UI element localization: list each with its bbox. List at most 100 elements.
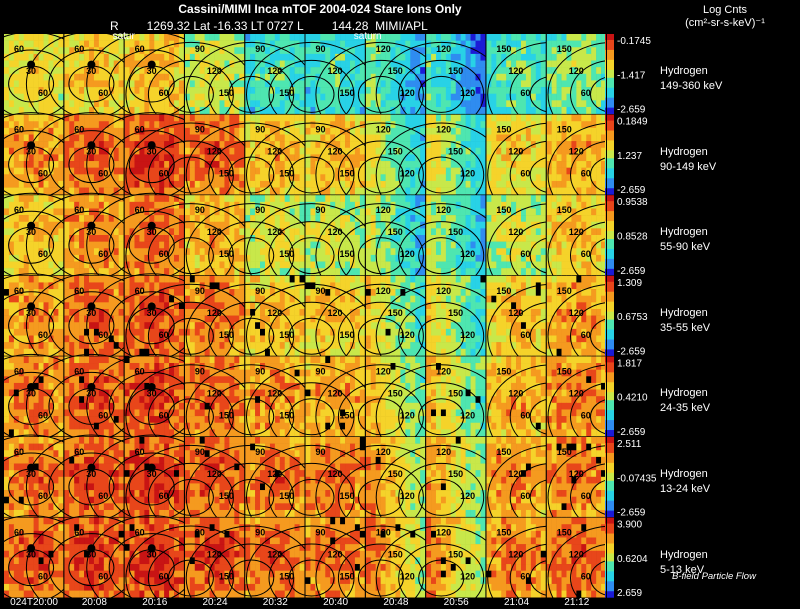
- heatmap-cell: [335, 147, 341, 155]
- heatmap-cell: [365, 195, 372, 203]
- heatmap-cell: [139, 235, 145, 242]
- heatmap-cell: [530, 187, 537, 195]
- heatmap-cell: [48, 174, 54, 182]
- heatmap-cell: [535, 208, 542, 216]
- heatmap-cell: [229, 87, 235, 94]
- heatmap-cell: [370, 228, 376, 236]
- heatmap-cell: [64, 161, 70, 168]
- heatmap-cell: [340, 121, 346, 129]
- heatmap-cell: [586, 134, 592, 142]
- heatmap-cell: [79, 67, 85, 75]
- heatmap-cell: [144, 47, 150, 55]
- contour-label: 90: [255, 44, 265, 54]
- heatmap-cell: [98, 60, 105, 68]
- heatmap-cell: [43, 268, 49, 276]
- heatmap-cell: [340, 60, 346, 68]
- heatmap-cell: [380, 134, 386, 142]
- heatmap-cell: [496, 60, 502, 68]
- heatmap-cell: [250, 241, 256, 249]
- heatmap-cell: [410, 187, 416, 195]
- heatmap-cell: [410, 221, 416, 229]
- heatmap-cell: [224, 261, 230, 269]
- heatmap-cell: [586, 34, 592, 41]
- heatmap-cell: [4, 254, 10, 262]
- heatmap-cell: [239, 161, 245, 168]
- heatmap-cell: [506, 167, 512, 175]
- heatmap-cell: [74, 315, 80, 323]
- heatmap-cell: [496, 134, 502, 142]
- heatmap-cell: [33, 60, 39, 68]
- heatmap-cell: [551, 154, 557, 162]
- heatmap-cell: [189, 187, 196, 195]
- heatmap-cell: [445, 167, 452, 175]
- heatmap-cell: [139, 87, 145, 94]
- heatmap-cell: [234, 60, 240, 68]
- heatmap-cell: [435, 67, 442, 75]
- heatmap-cell: [18, 167, 25, 175]
- heatmap-cell: [470, 180, 476, 188]
- heatmap-cell: [460, 208, 466, 216]
- heatmap-cell: [260, 174, 266, 182]
- heatmap-cell: [184, 221, 191, 229]
- contour-label: 60: [14, 286, 24, 296]
- heatmap-cell: [501, 34, 507, 41]
- heatmap-cell: [465, 60, 471, 68]
- heatmap-cell: [194, 141, 201, 149]
- heatmap-cell: [53, 221, 59, 229]
- heatmap-cell: [108, 302, 115, 310]
- heatmap-cell: [455, 47, 461, 55]
- heatmap-cell: [8, 154, 15, 162]
- heatmap-cell: [64, 80, 70, 88]
- heatmap-cell: [445, 121, 452, 129]
- heatmap-cell: [199, 87, 205, 94]
- heatmap-cell: [194, 106, 201, 114]
- contour-label: 120: [400, 169, 415, 179]
- heatmap-cell: [98, 114, 105, 122]
- heatmap-cell: [435, 180, 442, 188]
- heatmap-cell: [18, 315, 25, 323]
- heatmap-cell: [169, 147, 175, 155]
- heatmap-cell: [511, 141, 517, 149]
- colorbar-step: [605, 93, 614, 97]
- heatmap-cell: [209, 34, 215, 41]
- heatmap-cell: [566, 134, 572, 142]
- heatmap-cell: [340, 114, 346, 122]
- heatmap-cell: [4, 60, 10, 68]
- heatmap-cell: [219, 100, 225, 108]
- heatmap-cell: [320, 167, 326, 175]
- heatmap-cell: [596, 261, 602, 269]
- heatmap-cell: [113, 80, 119, 88]
- heatmap-cell: [320, 93, 326, 101]
- heatmap-cell: [209, 87, 215, 94]
- heatmap-cell: [480, 80, 486, 88]
- heatmap-cell: [174, 47, 180, 55]
- heatmap-cell: [546, 201, 552, 209]
- heatmap-cell: [516, 73, 522, 81]
- heatmap-cell: [380, 93, 386, 101]
- colorbar-step: [605, 95, 614, 99]
- heatmap-cell: [370, 114, 376, 122]
- heatmap-cell: [178, 228, 185, 236]
- heatmap-cell: [264, 106, 271, 114]
- heatmap-cell: [415, 47, 421, 55]
- heatmap-cell: [79, 53, 85, 61]
- heatmap-cell: [255, 60, 261, 68]
- heatmap-cell: [28, 322, 34, 330]
- heatmap-cell: [264, 114, 271, 122]
- heatmap-cell: [229, 53, 235, 61]
- heatmap-cell: [103, 60, 110, 68]
- heatmap-cell: [224, 161, 230, 168]
- heatmap-cell: [189, 141, 196, 149]
- heatmap-cell: [516, 100, 522, 108]
- heatmap-cell: [48, 34, 54, 41]
- heatmap-cell: [178, 248, 185, 256]
- heatmap-cell: [450, 241, 457, 249]
- heatmap-cell: [13, 322, 20, 330]
- heatmap-cell: [431, 248, 437, 256]
- heatmap-cell: [264, 34, 271, 41]
- heatmap-cell: [4, 282, 10, 290]
- heatmap-cell: [38, 215, 44, 223]
- heatmap-cell: [154, 167, 160, 175]
- heatmap-cell: [596, 121, 602, 129]
- heatmap-cell: [89, 34, 95, 41]
